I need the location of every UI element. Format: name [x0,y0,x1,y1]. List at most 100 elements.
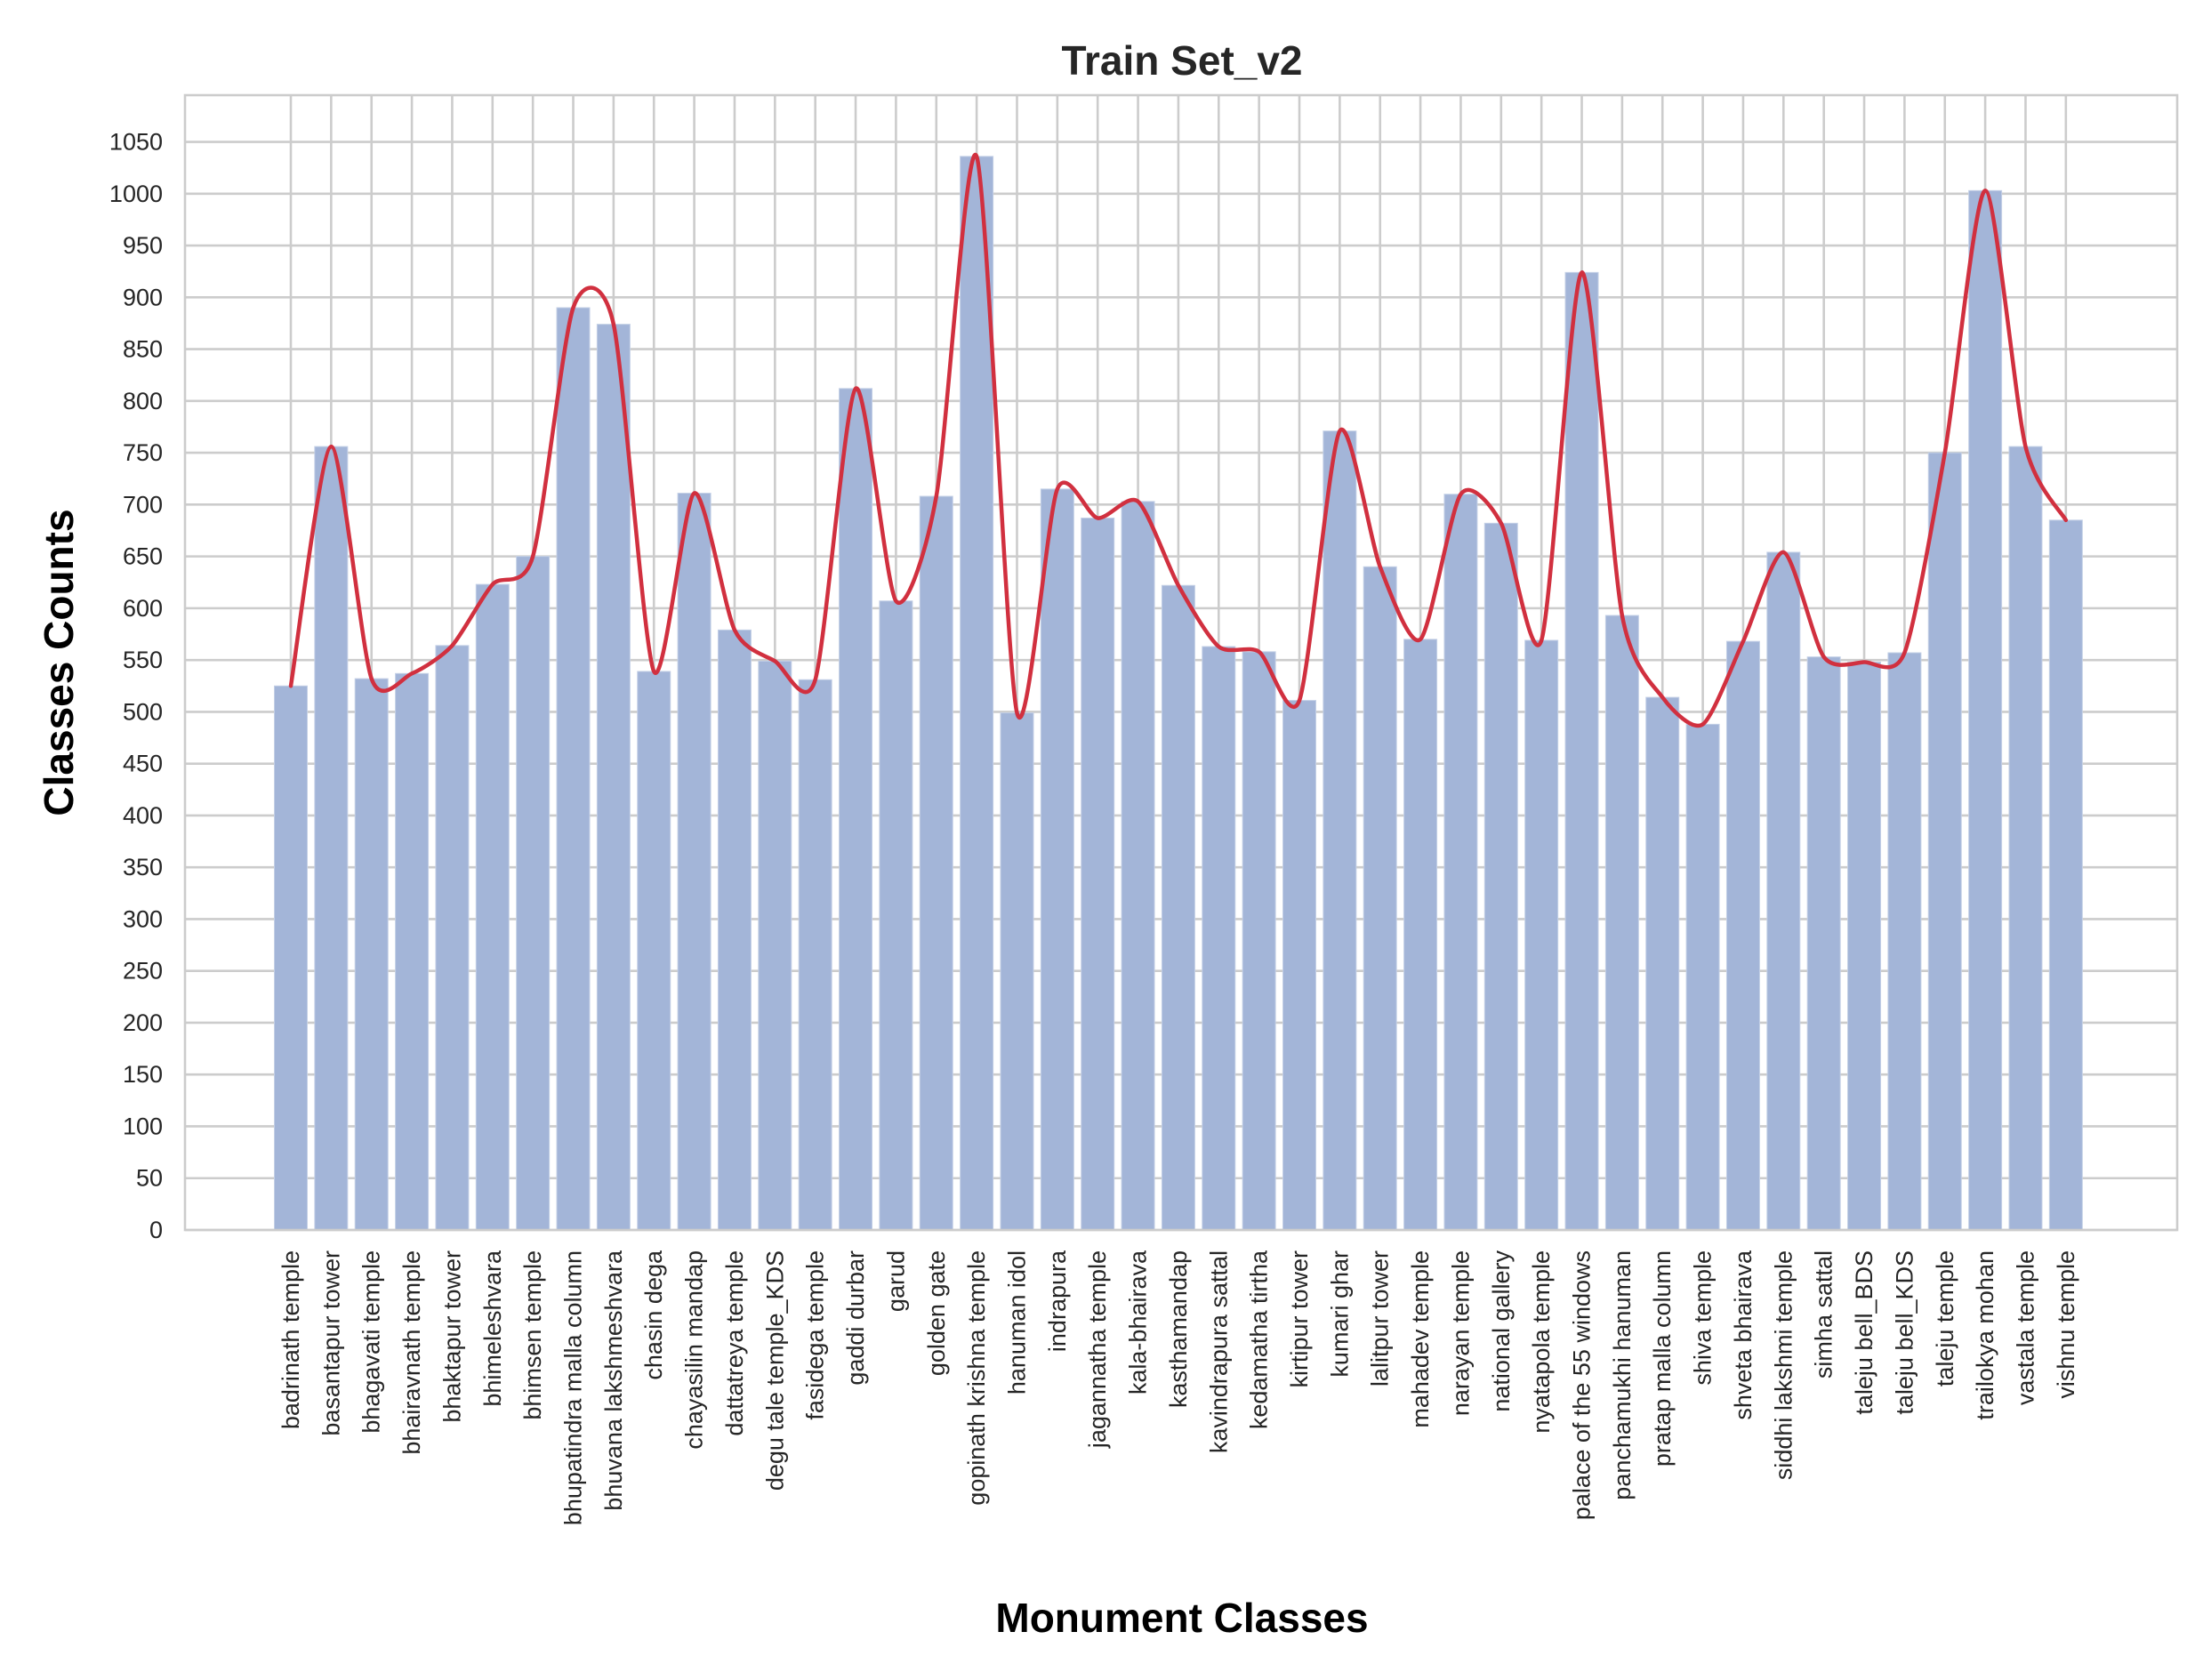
bar [1443,494,1478,1231]
bar [1242,651,1276,1231]
x-tick-label: garud [882,1250,909,1312]
x-tick-label: narayan temple [1447,1250,1474,1416]
x-tick-label: golden gate [923,1250,950,1376]
y-tick-label: 600 [123,595,163,622]
bar [596,324,631,1231]
x-tick-label: fasidega temple [802,1250,829,1420]
bar [354,678,389,1231]
x-tick-label: simha sattal [1811,1250,1837,1379]
bar [2008,446,2043,1231]
bar [1645,696,1680,1231]
y-tick-label: 450 [123,751,163,777]
x-tick-label: chayasilin mandap [681,1250,708,1450]
bar [1968,189,2003,1231]
y-tick-label: 350 [123,854,163,880]
x-tick-label: pratap malla column [1649,1250,1676,1467]
y-tick-label: 100 [123,1113,163,1139]
x-tick-label: shiva temple [1690,1250,1717,1386]
x-tick-label: vishnu temple [2053,1250,2079,1399]
bar [1202,646,1236,1231]
x-tick-label: trailokya mohan [1972,1250,1998,1420]
x-tick-label: panchamukhi hanuman [1609,1250,1636,1500]
bar [1040,488,1074,1231]
x-tick-label: bhaktapur tower [438,1250,465,1423]
y-tick-label: 500 [123,698,163,725]
x-axis-label: Monument Classes [995,1595,1368,1641]
y-tick-label: 50 [136,1165,163,1192]
x-tick-label: basantapur tower [318,1250,344,1436]
bar [1000,712,1034,1231]
x-tick-label: bhimsen temple [519,1250,546,1420]
plot-frame [183,93,2179,1232]
y-tick-labels: 0 50 100 150 200 250 300 350 400 450 500 550 600 650 7… [109,129,163,1243]
x-tick-label: badrinath temple [277,1250,304,1429]
bar [1927,452,1962,1231]
y-tick-label: 650 [123,543,163,570]
x-tick-label: vastala temple [2012,1250,2038,1405]
x-tick-label: kedamatha tirtha [1246,1250,1273,1429]
bar [1323,430,1357,1231]
x-tick-labels: badrinath temple basantapur tower bhagavat… [277,1250,2079,1525]
x-tick-label: national gallery [1488,1250,1515,1412]
trend-curve [288,152,2069,728]
y-tick-label: 200 [123,1009,163,1036]
x-tick-label: indrapura [1044,1250,1071,1352]
y-tick-label: 1000 [109,181,163,207]
bar [1806,656,1841,1231]
chart-title: Train Set_v2 [1061,37,1302,84]
bar [1725,640,1760,1231]
x-tick-label: taleju bell_BDS [1851,1250,1877,1415]
x-tick-label: gaddi durbar [842,1250,869,1386]
bar [1081,518,1115,1231]
y-tick-label: 700 [123,491,163,518]
bar [1604,615,1639,1231]
x-tick-label: bhairavnath temple [398,1250,425,1455]
x-tick-label: dattatreya temple [721,1250,748,1436]
y-tick-label: 850 [123,336,163,363]
bar [1766,551,1801,1231]
x-tick-label: taleju bell_KDS [1891,1250,1918,1415]
x-tick-label: jagannatha temple [1084,1250,1111,1449]
x-tick-label: lalitpur tower [1367,1250,1394,1387]
y-tick-label: 750 [123,439,163,466]
x-tick-label: taleju temple [1932,1250,1958,1387]
y-tick-label: 150 [123,1061,163,1088]
x-tick-label: chasin dega [640,1250,667,1380]
x-tick-label: kasthamandap [1165,1250,1192,1408]
bar [1564,271,1599,1231]
bar [919,495,953,1231]
x-tick-label: hanuman idol [1003,1250,1030,1395]
bar [475,583,510,1231]
bar [516,556,551,1231]
bars [274,156,2083,1231]
y-tick-label: 250 [123,958,163,985]
x-tick-label: nyatapola temple [1528,1250,1555,1434]
bar [435,645,470,1231]
bar [556,307,591,1231]
bar [758,660,792,1231]
bar [1685,723,1720,1231]
x-tick-label: kirtipur tower [1286,1250,1313,1388]
y-tick-label: 300 [123,905,163,932]
bar [1403,639,1438,1231]
bar [1483,522,1518,1231]
y-tick-label: 950 [123,232,163,259]
y-tick-label: 550 [123,647,163,673]
bar [314,446,349,1231]
x-tick-label: bhimeleshvara [479,1250,506,1407]
y-tick-label: 1050 [109,129,163,156]
x-tick-label: siddhi lakshmi temple [1770,1250,1797,1480]
x-tick-label: shveta bhairava [1730,1250,1757,1420]
bar [1161,584,1195,1231]
x-tick-label: mahadev temple [1407,1250,1434,1428]
bar [960,156,994,1231]
y-tick-label: 400 [123,802,163,829]
x-tick-label: bhagavati temple [358,1250,385,1434]
bar [1121,501,1155,1231]
bar [274,685,308,1231]
x-tick-label: gopinath krishna temple [963,1250,990,1506]
bar [1363,566,1397,1231]
bar [1847,661,1882,1231]
x-tick-label: kala-bhairava [1125,1250,1152,1395]
